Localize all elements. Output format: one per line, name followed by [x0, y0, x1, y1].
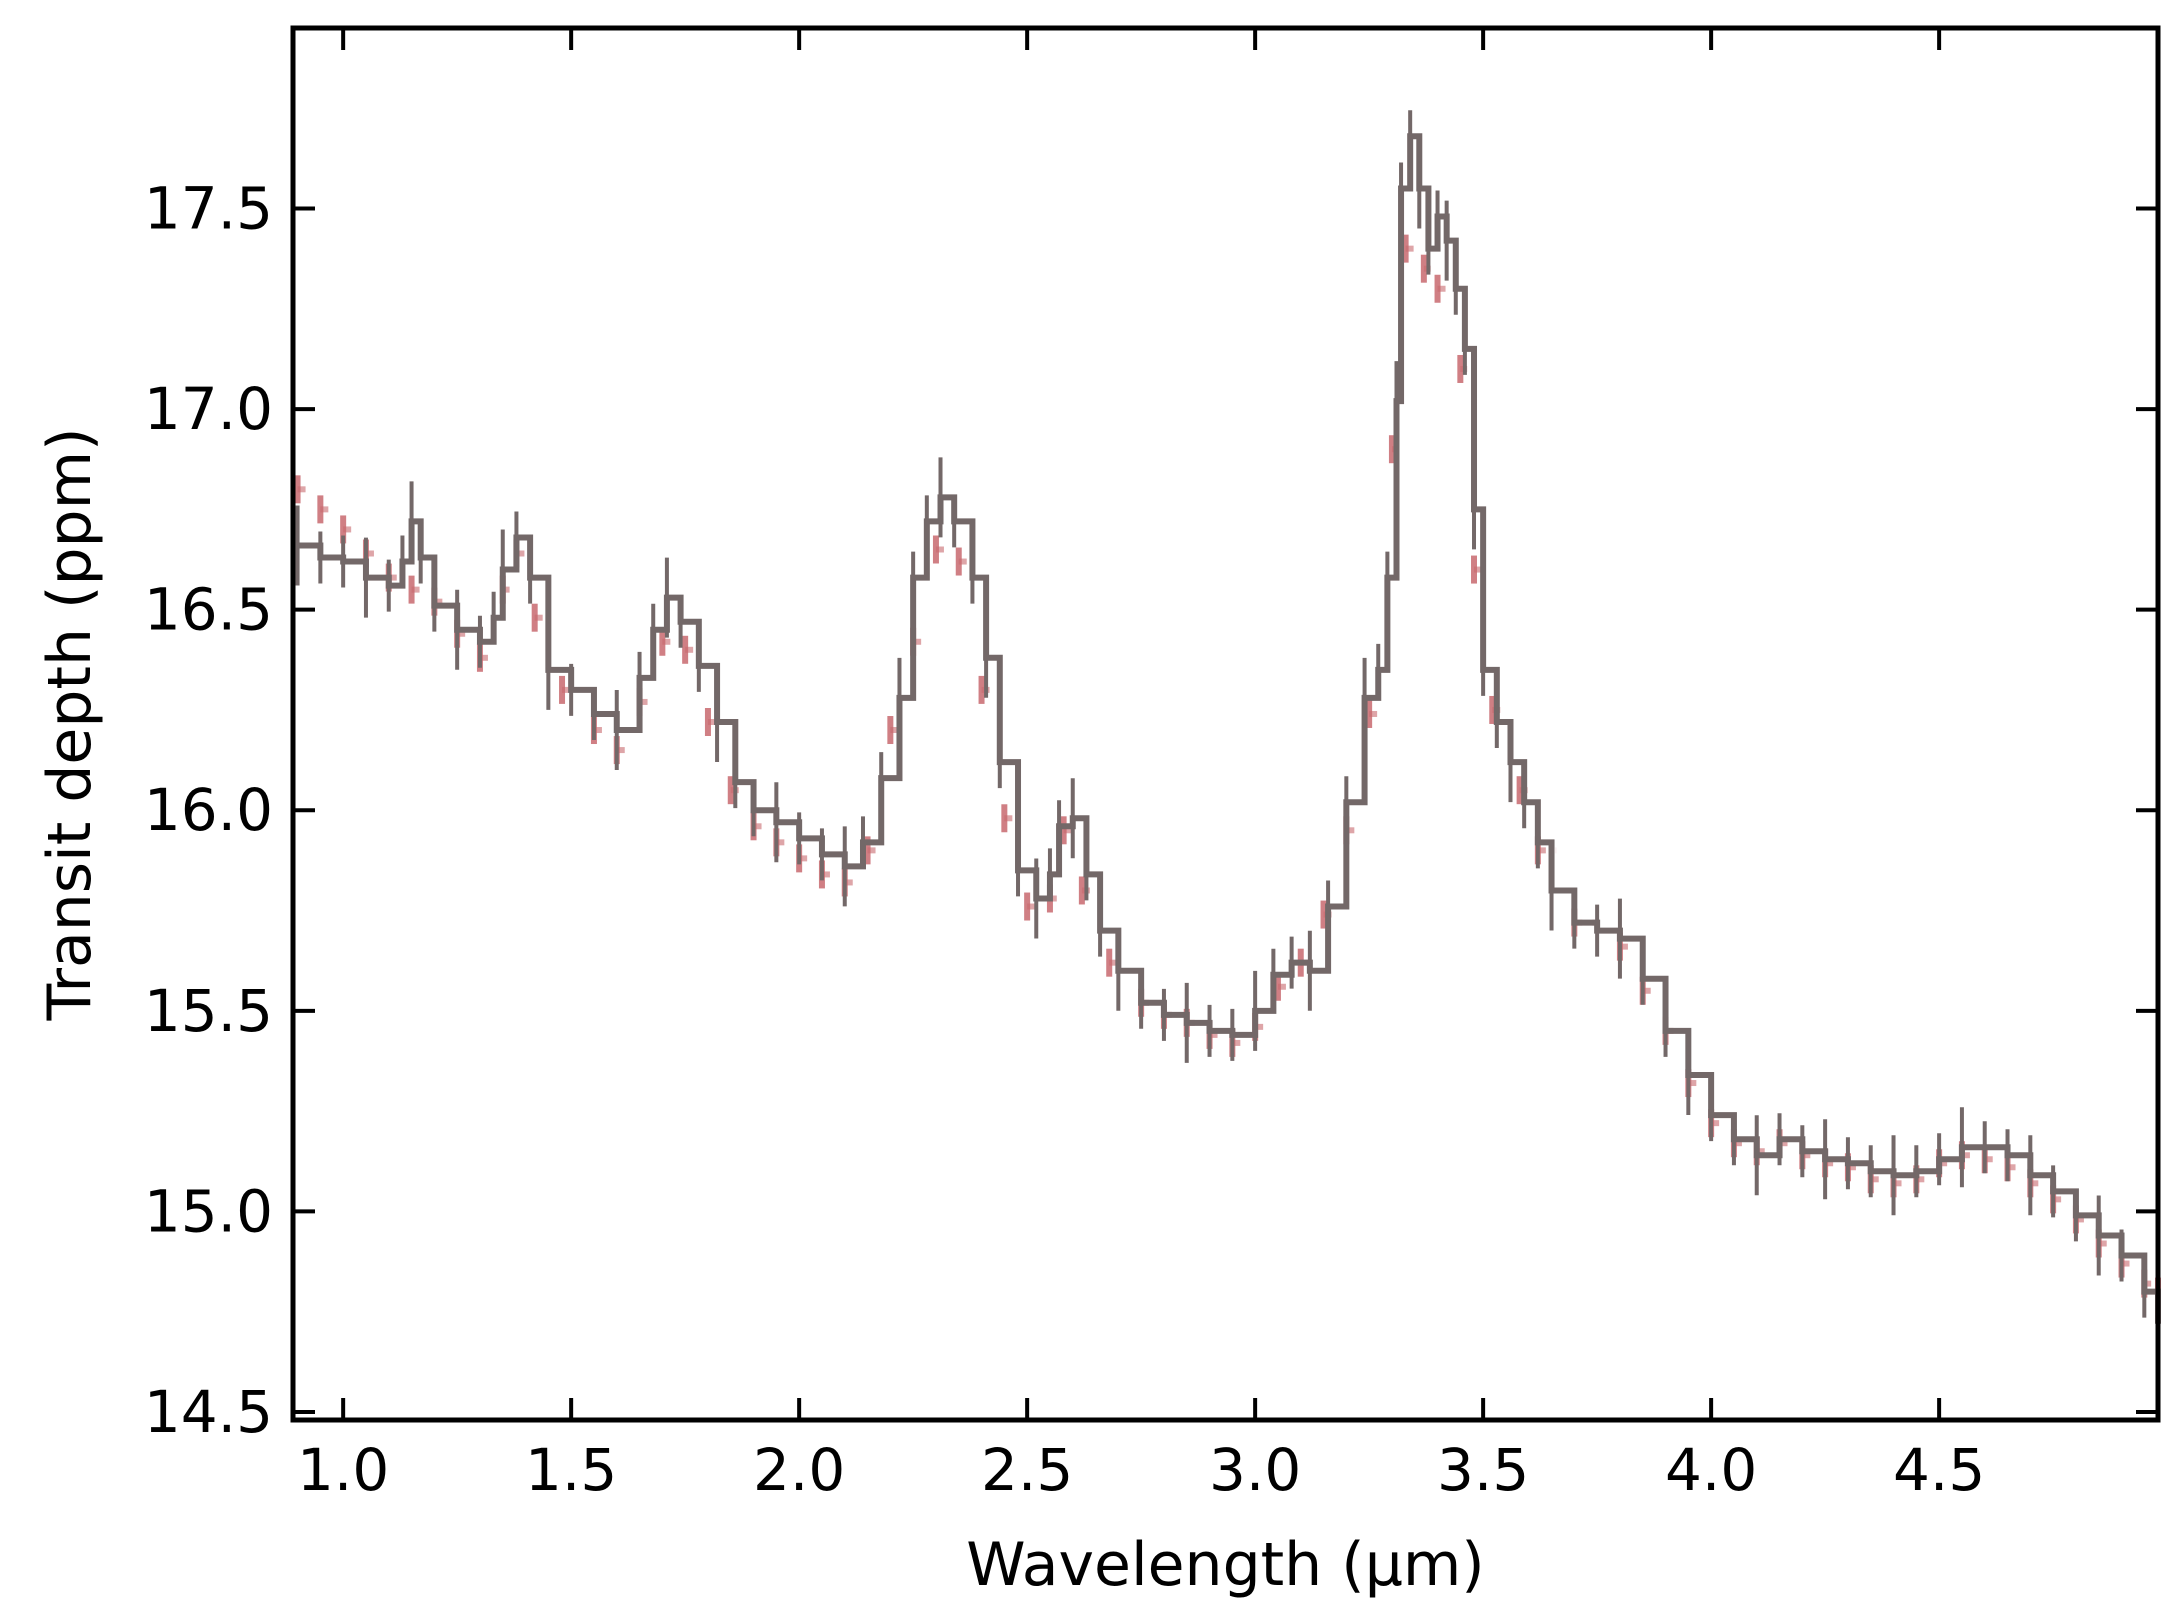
- x-tick-label: 3.0: [1209, 1436, 1301, 1504]
- x-tick-label: 4.0: [1665, 1436, 1757, 1504]
- y-axis-label: Transit depth (ppm): [35, 428, 105, 1022]
- x-axis-label: Wavelength (µm): [966, 1530, 1484, 1600]
- y-tick-label: 15.0: [144, 1177, 273, 1245]
- x-tick-label: 2.5: [981, 1436, 1073, 1504]
- x-tick-label: 1.5: [525, 1436, 617, 1504]
- x-tick-label: 1.0: [297, 1436, 389, 1504]
- y-tick-label: 17.5: [144, 175, 273, 243]
- observed-step-line: [297, 133, 2161, 1324]
- y-tick-label: 15.5: [144, 977, 273, 1045]
- y-tick-label: 16.0: [144, 776, 273, 844]
- axis-ticks: 1.0 1.5 2.0 2.5 3.0 3.5 4.0 4.5 14.5 15.0 15.5 16.0…: [144, 28, 2158, 1504]
- y-tick-label: 16.5: [144, 576, 273, 644]
- y-tick-label: 14.5: [144, 1378, 273, 1446]
- observed-series: [295, 110, 2161, 1364]
- y-tick-label: 17.0: [144, 375, 273, 443]
- plot-frame: [290, 25, 2161, 1423]
- model-series: [294, 234, 2161, 1306]
- x-tick-label: 3.5: [1437, 1436, 1529, 1504]
- x-tick-label: 2.0: [753, 1436, 845, 1504]
- x-tick-label: 4.5: [1893, 1436, 1985, 1504]
